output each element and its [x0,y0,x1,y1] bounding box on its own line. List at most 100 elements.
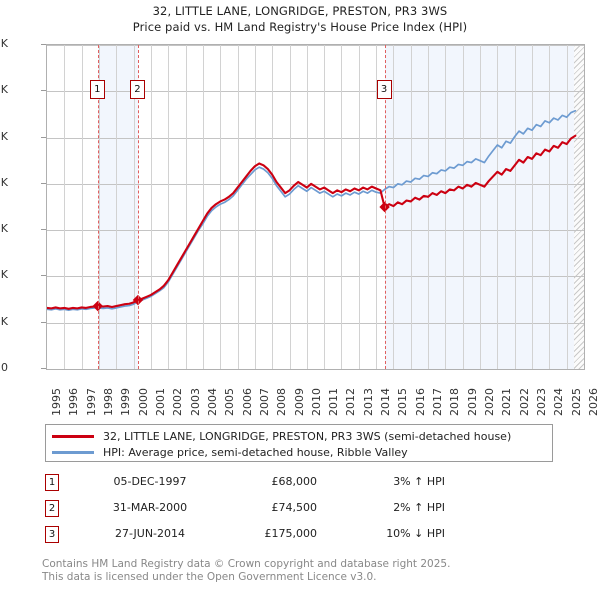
legend-entry-hpi: HPI: Average price, semi-detached house,… [52,444,408,460]
title-line-subtitle: Price paid vs. HM Land Registry's House … [132,20,468,34]
x-axis-tick-label: 2019 [465,388,479,416]
transaction-hpi-delta: 3% ↑ HPI [393,475,445,488]
x-axis-tick-label: 2021 [500,388,514,416]
gridline-vertical [549,45,550,369]
x-axis-tick-label: 2026 [587,388,600,416]
gridline-vertical [203,45,204,369]
transaction-row[interactable]: 1 05-DEC-1997 £68,000 3% ↑ HPI [45,472,465,498]
x-axis-tick-label: 2010 [309,388,323,416]
y-axis-tick-mark [41,44,46,45]
transaction-row[interactable]: 3 27-JUN-2014 £175,000 10% ↓ HPI [45,524,465,550]
gridline-vertical [445,45,446,369]
gridline-vertical [359,45,360,369]
transaction-hpi-delta: 2% ↑ HPI [393,501,445,514]
y-axis-tick-label: £50K [0,314,8,328]
transaction-price: £175,000 [264,527,318,540]
gridline-vertical [567,45,568,369]
page-title: 32, LITTLE LANE, LONGRIDGE, PRESTON, PR3… [0,3,600,35]
y-axis-tick-mark [41,321,46,323]
chart-marker-badge-2[interactable]: 2 [129,80,145,100]
x-axis-tick-label: 2011 [327,388,341,416]
gridline-vertical [411,45,412,369]
series-line-hpi [47,109,577,312]
title-line-address: 32, LITTLE LANE, LONGRIDGE, PRESTON, PR3… [152,4,448,18]
legend-swatch-price-paid [52,434,94,438]
legend-swatch-hpi [52,450,94,454]
y-axis-tick-label: £100K [0,268,8,282]
legend-label-hpi: HPI: Average price, semi-detached house,… [103,445,408,459]
x-axis-tick-label: 2015 [396,388,410,416]
x-axis-tick-label: 2024 [552,388,566,416]
gridline-horizontal [47,323,584,324]
transaction-point-marker[interactable] [132,294,144,306]
transaction-hpi-delta: 10% ↓ HPI [386,527,445,540]
x-axis-tick-label: 2018 [448,388,462,416]
x-axis-tick-label: 2009 [292,388,306,416]
gridline-vertical [168,45,169,369]
footer-line-copyright: Contains HM Land Registry data © Crown c… [42,558,451,570]
transaction-point-marker[interactable] [379,201,390,213]
gridline-vertical [307,45,308,369]
chart-plot-area[interactable] [46,44,585,370]
y-axis-tick-label: £150K [0,222,8,236]
x-axis-tick-label: 2014 [379,388,393,416]
gridline-vertical [220,45,221,369]
x-axis-tick-label: 2002 [171,388,185,416]
y-axis-tick-mark [41,182,46,184]
gridline-vertical [290,45,291,369]
transactions-table: 1 05-DEC-1997 £68,000 3% ↑ HPI 2 31-MAR-2000 £… [45,472,465,550]
gridline-horizontal [47,230,584,231]
chart-container: £0 £50K £100K £150K £200K £250K £300K £350K 1995… [0,37,600,416]
gridline-vertical [272,45,273,369]
transaction-price: £74,500 [271,501,318,514]
gridline-vertical [238,45,239,369]
x-axis-tick-label: 1997 [84,388,98,416]
x-axis-tick-label: 2007 [257,388,271,416]
gridline-vertical [116,45,117,369]
y-axis-tick-label: £350K [0,37,8,50]
x-axis-tick-label: 2020 [483,388,497,416]
x-axis-tick-label: 1999 [119,388,133,416]
y-axis-tick-mark [41,368,46,369]
gridline-vertical [324,45,325,369]
transaction-date: 31-MAR-2000 [112,501,188,514]
y-axis-tick-label: £0 [0,361,8,374]
transaction-row[interactable]: 2 31-MAR-2000 £74,500 2% ↑ HPI [45,498,465,524]
x-axis-tick-label: 2016 [413,388,427,416]
transaction-badge: 3 [45,526,59,543]
y-axis-tick-label: £250K [0,129,8,143]
transaction-badge: 1 [45,474,59,491]
gridline-vertical [341,45,342,369]
legend-label-price-paid: 32, LITTLE LANE, LONGRIDGE, PRESTON, PR3… [103,429,512,443]
gridline-vertical [584,45,585,369]
gridline-horizontal [47,138,584,139]
x-axis-tick-label: 1996 [67,388,81,416]
y-axis-tick-mark [41,229,46,231]
x-axis-tick-label: 2004 [205,388,219,416]
x-axis-tick-label: 1998 [101,388,115,416]
gridline-vertical [480,45,481,369]
footer-attribution: Contains HM Land Registry data © Crown c… [42,558,582,584]
x-axis-tick-label: 2022 [517,388,531,416]
x-axis-tick-label: 2008 [275,388,289,416]
x-axis-tick-label: 2023 [535,388,549,416]
chart-marker-badge-3[interactable]: 3 [376,80,392,100]
y-axis-tick-mark [41,136,46,138]
gridline-vertical [515,45,516,369]
transaction-marker-line [138,45,139,369]
future-projection-hatch [573,45,584,369]
gridline-horizontal [47,45,584,46]
gridline-vertical [134,45,135,369]
gridline-vertical [255,45,256,369]
y-axis-tick-mark [41,90,46,92]
transaction-date: 05-DEC-1997 [113,475,187,488]
gridline-vertical [64,45,65,369]
chart-series-layer [47,109,577,312]
transaction-point-marker[interactable] [92,300,103,312]
x-axis-tick-label: 2012 [344,388,358,416]
chart-marker-badge-1[interactable]: 1 [89,80,105,100]
x-axis-tick-label: 2005 [223,388,237,416]
gridline-vertical [376,45,377,369]
x-axis-tick-label: 2025 [569,388,583,416]
